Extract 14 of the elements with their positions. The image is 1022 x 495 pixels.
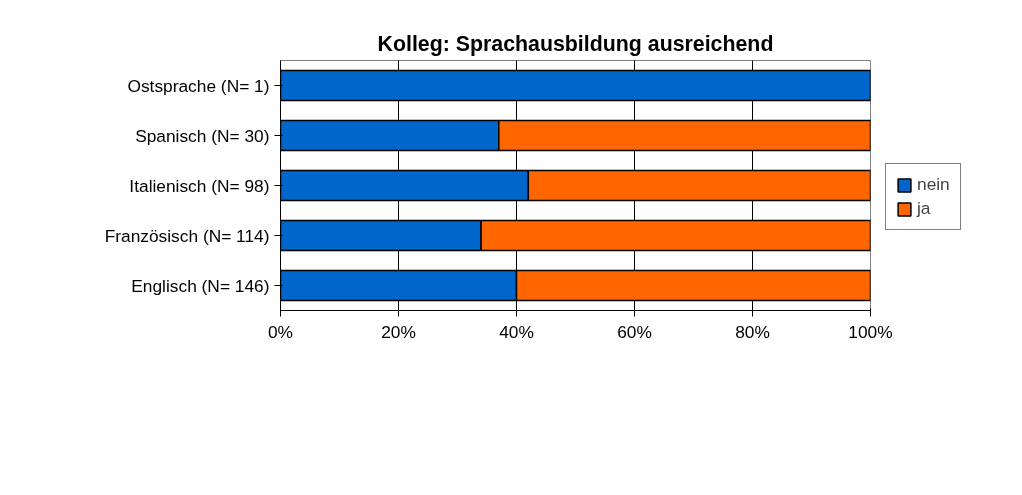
- x-tick-label: 100%: [848, 321, 893, 342]
- x-tick-label: 60%: [617, 321, 652, 342]
- y-tick-label: Französisch (N= 114): [104, 225, 270, 246]
- y-tick-label: Ostsprache (N= 1): [127, 75, 270, 96]
- chart-title: Kolleg: Sprachausbildung ausreichend: [377, 31, 774, 56]
- y-tick-label: Englisch (N= 146): [131, 275, 270, 296]
- x-tick-label: 20%: [381, 321, 416, 342]
- y-tick-label: Italienisch (N= 98): [129, 175, 270, 196]
- legend-label: ja: [917, 198, 932, 219]
- y-tick-label: Spanisch (N= 30): [135, 125, 270, 146]
- legend-label: nein: [917, 174, 950, 195]
- x-tick-label: 80%: [735, 321, 770, 342]
- x-tick-label: 40%: [499, 321, 534, 342]
- x-tick-label: 0%: [267, 321, 294, 342]
